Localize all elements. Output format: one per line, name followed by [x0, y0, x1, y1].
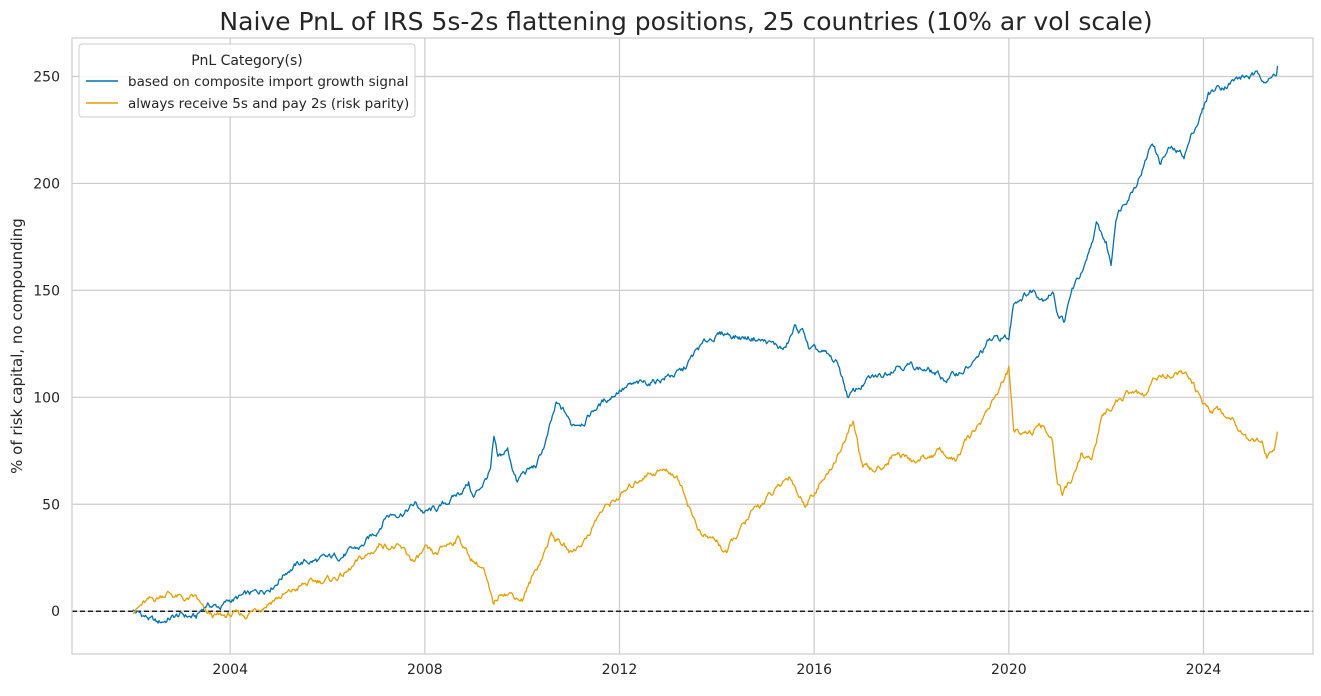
- legend-label-composite-signal: based on composite import growth signal: [128, 74, 409, 90]
- y-tick-label: 150: [33, 283, 60, 299]
- plot-frame: [71, 37, 1314, 655]
- legend-box: [78, 43, 416, 118]
- chart-title: Naive PnL of IRS 5s-2s flattening positi…: [219, 7, 1152, 36]
- series-line-risk-parity: [132, 365, 1279, 620]
- y-tick-label: 250: [33, 70, 60, 86]
- y-tick-labels: 0 50 100 150 200 250: [33, 70, 60, 621]
- x-tick-label: 2004: [212, 662, 248, 678]
- x-tick-labels: 2004 2008 2012 2016 2020 2024: [212, 662, 1221, 678]
- y-axis-label: % of risk capital, no compounding: [8, 218, 26, 474]
- y-tick-label: 100: [33, 390, 60, 406]
- x-tick-label: 2008: [407, 662, 443, 678]
- x-tick-label: 2020: [991, 662, 1027, 678]
- y-tick-label: 0: [51, 604, 60, 620]
- legend-label-risk-parity: always receive 5s and pay 2s (risk parit…: [128, 96, 409, 112]
- series-line-composite-signal: [132, 65, 1279, 624]
- y-tick-label: 50: [42, 497, 60, 513]
- legend-title: PnL Category(s): [191, 53, 303, 69]
- legend: PnL Category(s) based on composite impor…: [78, 43, 416, 118]
- x-tick-label: 2016: [796, 662, 832, 678]
- x-tick-label: 2012: [602, 662, 638, 678]
- series-lines: [132, 65, 1279, 624]
- x-tick-label: 2024: [1186, 662, 1222, 678]
- y-tick-label: 200: [33, 176, 60, 192]
